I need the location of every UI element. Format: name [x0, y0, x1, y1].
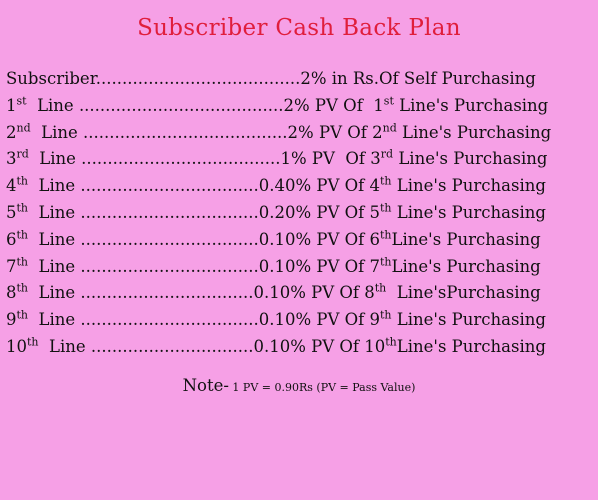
row-text: 2 — [6, 122, 17, 142]
ordinal-suffix: th — [16, 308, 29, 322]
plan-row: 2nd Line ...............................… — [6, 120, 592, 147]
row-text: 3 — [6, 149, 17, 169]
ordinal-suffix: th — [380, 174, 392, 188]
plan-row: Subscriber..............................… — [6, 66, 592, 93]
ordinal-suffix: th — [16, 254, 29, 268]
note-label: Note- — [182, 376, 229, 395]
row-text: Subscriber..............................… — [6, 69, 536, 88]
plan-row: 3rd Line ...............................… — [6, 146, 592, 173]
row-text: Line's Purchasing — [391, 202, 546, 222]
ordinal-suffix: th — [16, 201, 29, 215]
ordinal-suffix: th — [27, 335, 39, 349]
ordinal-suffix: rd — [16, 147, 29, 161]
row-text: Line's Purchasing — [396, 336, 546, 356]
row-text: Line .................................0.… — [28, 283, 375, 303]
ordinal-suffix: nd — [382, 121, 397, 134]
ordinal-suffix: th — [380, 201, 392, 215]
plan-row: 9th Line ...............................… — [6, 307, 592, 334]
row-text: Line ...............................0.10… — [38, 336, 386, 356]
row-text: Line's Purchasing — [391, 176, 546, 196]
row-text: Line's Purchasing — [393, 95, 549, 115]
row-text: Line ..................................0… — [28, 256, 381, 276]
ordinal-suffix: th — [16, 281, 29, 295]
row-text: 8 — [6, 283, 17, 303]
ordinal-suffix: th — [380, 254, 392, 268]
row-text: 5 — [6, 202, 17, 222]
row-text: Line's Purchasing — [393, 149, 548, 169]
ordinal-suffix: th — [16, 174, 29, 188]
row-text: Line'sPurchasing — [386, 283, 541, 303]
row-text: 4 — [6, 176, 17, 196]
ordinal-suffix: st — [16, 94, 27, 108]
row-text: Line ...................................… — [30, 122, 383, 142]
note: Note- 1 PV = 0.90Rs (PV = Pass Value) — [0, 376, 598, 395]
row-text: 9 — [6, 310, 17, 330]
row-text: 1 — [6, 95, 17, 115]
row-text: Line's Purchasing — [396, 122, 552, 142]
row-text: 10 — [6, 336, 27, 356]
plan-row: 4th Line ...............................… — [6, 173, 592, 200]
row-text: Line ..................................0… — [28, 229, 381, 249]
row-text: Line's Purchasing — [391, 256, 541, 276]
ordinal-suffix: rd — [380, 147, 394, 161]
row-text: 7 — [6, 256, 17, 276]
ordinal-suffix: th — [380, 228, 392, 242]
plan-row: 7th Line ...............................… — [6, 254, 592, 281]
row-text: Line ...................................… — [26, 95, 384, 115]
row-text: Line ..................................0… — [28, 310, 381, 330]
plan-row: 10th Line ..............................… — [6, 334, 592, 361]
ordinal-suffix: st — [383, 94, 394, 108]
row-text: Line ..................................0… — [28, 202, 381, 222]
row-text: Line ..................................0… — [28, 176, 381, 196]
ordinal-suffix: th — [385, 335, 397, 349]
row-text: Line's Purchasing — [391, 310, 546, 330]
plan-row: 5th Line ...............................… — [6, 200, 592, 227]
note-text: 1 PV = 0.90Rs (PV = Pass Value) — [228, 381, 416, 394]
ordinal-suffix: th — [16, 228, 29, 242]
plan-row: 6th Line ...............................… — [6, 227, 592, 254]
plan-row: 1st Line ...............................… — [6, 93, 592, 120]
ordinal-suffix: th — [380, 308, 392, 322]
row-text: Line ...................................… — [28, 149, 381, 169]
plan-row: 8th Line ...............................… — [6, 280, 592, 307]
ordinal-suffix: nd — [16, 121, 31, 134]
ordinal-suffix: th — [374, 281, 387, 295]
page-title: Subscriber Cash Back Plan — [137, 15, 461, 41]
plan-rows: Subscriber..............................… — [6, 66, 592, 361]
row-text: Line's Purchasing — [391, 229, 541, 249]
row-text: 6 — [6, 229, 17, 249]
